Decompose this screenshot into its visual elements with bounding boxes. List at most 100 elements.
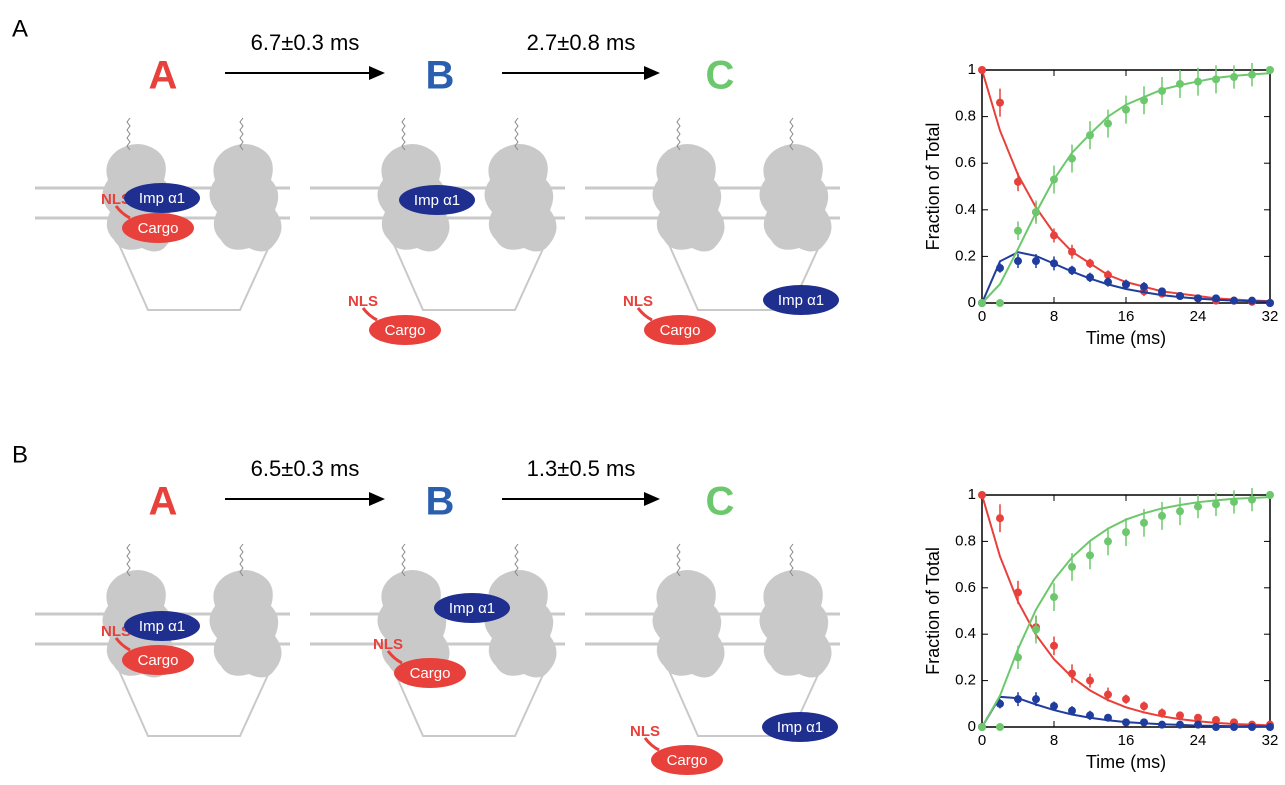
- filament: [514, 543, 519, 577]
- data-point: [1122, 695, 1130, 704]
- data-point: [1212, 723, 1220, 731]
- data-point: [1194, 502, 1202, 511]
- data-point: [996, 299, 1004, 307]
- rate-label: 6.5±0.3 ms: [251, 456, 360, 481]
- x-tick-label: 24: [1190, 308, 1207, 325]
- data-point: [1050, 641, 1058, 650]
- basket: [666, 665, 823, 737]
- data-point: [1248, 495, 1256, 504]
- nls-linker: [643, 737, 660, 752]
- state-label: C: [706, 480, 735, 524]
- state-label: B: [426, 480, 455, 524]
- arrow-head: [369, 492, 385, 506]
- data-point: [1086, 259, 1094, 268]
- nls-linker: [114, 637, 131, 652]
- importin-label: Imp α1: [449, 600, 495, 617]
- data-point: [1140, 718, 1148, 727]
- nls-label: NLS: [348, 293, 378, 310]
- y-tick-label: 0.2: [955, 672, 976, 689]
- data-point: [1230, 497, 1238, 506]
- y-tick-label: 0: [968, 718, 976, 735]
- arrow-head: [369, 66, 385, 80]
- data-point: [1158, 720, 1166, 729]
- nls-linker: [636, 307, 653, 322]
- x-tick-label: 32: [1262, 732, 1279, 749]
- data-point: [1248, 296, 1256, 305]
- data-point: [1248, 70, 1256, 79]
- data-point: [1176, 507, 1184, 516]
- x-tick-label: 8: [1050, 308, 1058, 325]
- panel-label: A: [12, 15, 28, 42]
- filament: [126, 117, 131, 151]
- data-point: [1050, 231, 1058, 240]
- data-point: [1140, 518, 1148, 527]
- data-point: [1176, 292, 1184, 301]
- pore-blob: [652, 570, 725, 678]
- y-tick-label: 0.4: [955, 201, 976, 218]
- data-point: [1158, 86, 1166, 95]
- basket: [391, 665, 548, 737]
- arrow-head: [644, 66, 660, 80]
- y-axis-label: Fraction of Total: [923, 547, 943, 675]
- data-point: [1032, 257, 1040, 266]
- data-point: [1212, 294, 1220, 303]
- data-point: [1086, 676, 1094, 685]
- data-point: [1194, 713, 1202, 722]
- data-point: [1032, 625, 1040, 634]
- importin-label: Imp α1: [414, 192, 460, 209]
- pore-blob: [377, 570, 450, 678]
- data-point: [1212, 75, 1220, 84]
- x-tick-label: 32: [1262, 308, 1279, 325]
- data-point: [996, 264, 1004, 273]
- nls-label: NLS: [623, 293, 653, 310]
- data-point: [978, 299, 986, 307]
- x-tick-label: 16: [1118, 732, 1135, 749]
- data-point: [978, 491, 986, 499]
- data-point: [1068, 154, 1076, 163]
- y-tick-label: 0.8: [955, 108, 976, 125]
- filament: [239, 117, 244, 151]
- y-axis-label: Fraction of Total: [923, 123, 943, 251]
- data-point: [1158, 287, 1166, 296]
- cargo-label: Cargo: [385, 322, 426, 339]
- basket: [116, 239, 273, 311]
- data-point: [1014, 588, 1022, 597]
- pore-blob: [759, 144, 832, 252]
- data-point: [1266, 491, 1274, 499]
- data-point: [1104, 119, 1112, 128]
- filament: [126, 543, 131, 577]
- nls-label: NLS: [373, 636, 403, 653]
- x-axis-label: Time (ms): [1086, 328, 1166, 348]
- data-point: [1158, 709, 1166, 718]
- data-point: [1068, 669, 1076, 678]
- data-point: [1230, 296, 1238, 305]
- filament: [676, 117, 681, 151]
- cargo: [122, 213, 194, 243]
- data-point: [1104, 713, 1112, 722]
- y-tick-label: 1: [968, 61, 976, 78]
- cargo: [394, 658, 466, 688]
- data-point: [996, 723, 1004, 731]
- filament: [676, 543, 681, 577]
- data-point: [1104, 690, 1112, 699]
- filament: [239, 543, 244, 577]
- data-point: [1104, 278, 1112, 287]
- pore-blob: [484, 144, 557, 252]
- fit-curve: [981, 251, 1271, 304]
- data-point: [1014, 653, 1022, 662]
- pore-blob: [209, 570, 282, 678]
- data-point: [1194, 77, 1202, 86]
- data-point: [1014, 695, 1022, 704]
- cargo: [644, 315, 716, 345]
- data-point: [1122, 105, 1130, 114]
- x-tick-label: 8: [1050, 732, 1058, 749]
- data-point: [1212, 500, 1220, 509]
- data-point: [1014, 226, 1022, 235]
- data-point: [1050, 259, 1058, 268]
- filament: [401, 117, 406, 151]
- cargo: [651, 745, 723, 775]
- data-point: [1194, 720, 1202, 729]
- data-point: [1068, 706, 1076, 715]
- state-label: B: [426, 54, 455, 98]
- data-point: [1158, 511, 1166, 520]
